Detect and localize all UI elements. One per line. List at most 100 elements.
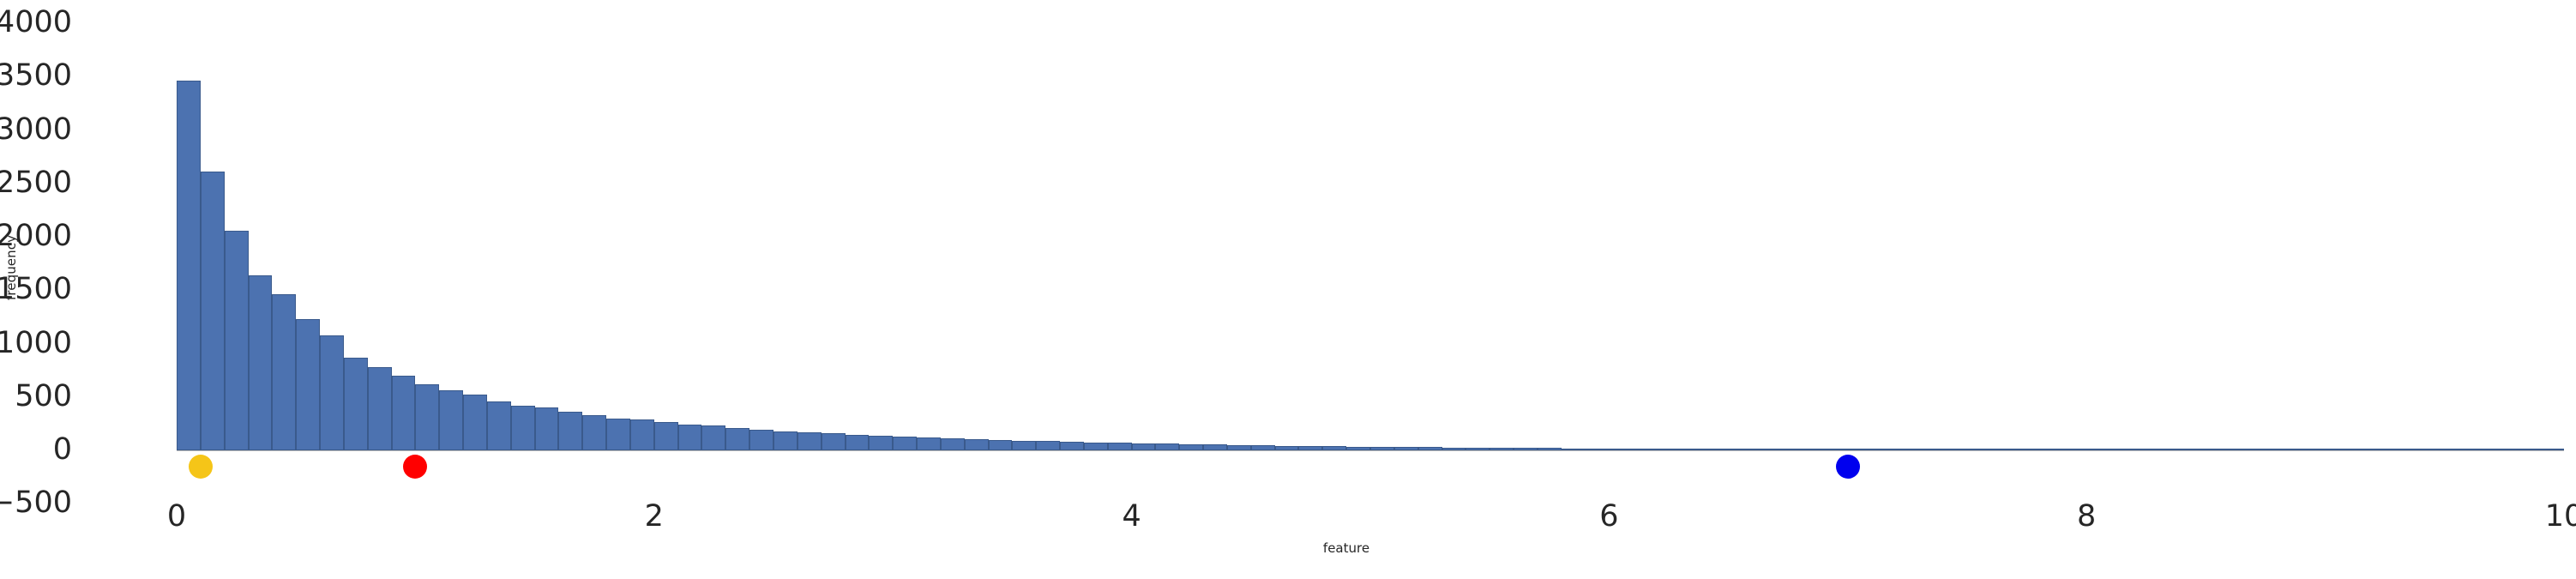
- histogram-bar: [1226, 444, 1251, 450]
- histogram-bar: [2254, 449, 2278, 450]
- x-tick-label: 10: [2544, 499, 2576, 534]
- histogram-bar: [653, 422, 678, 450]
- histogram-bar: [1441, 447, 1466, 450]
- histogram-bar: [296, 318, 321, 450]
- histogram-bar: [1585, 448, 1610, 450]
- histogram-bar: [869, 435, 894, 450]
- histogram-bar: [320, 335, 344, 450]
- histogram-bar: [725, 427, 750, 450]
- histogram-bar: [2492, 449, 2517, 450]
- histogram-bar: [1967, 449, 1991, 450]
- histogram-bar: [606, 418, 630, 450]
- histogram-bar: [1990, 449, 2015, 450]
- histogram-bar: [224, 230, 249, 450]
- histogram-bar: [2110, 449, 2134, 450]
- histogram-bar: [1346, 446, 1370, 450]
- y-tick-label: 500: [15, 378, 72, 413]
- histogram-bar: [1107, 443, 1132, 450]
- histogram-bar: [940, 438, 965, 450]
- histogram-bar: [2134, 449, 2158, 450]
- histogram-bar: [1633, 449, 1658, 450]
- histogram-bar: [2325, 449, 2350, 450]
- histogram-bar: [2230, 449, 2254, 450]
- yellow-marker: [188, 454, 213, 479]
- y-tick-label: 0: [52, 432, 72, 467]
- histogram-bar: [1895, 449, 1920, 450]
- histogram-bar: [1274, 445, 1299, 450]
- histogram-bar: [463, 395, 487, 450]
- x-axis-baseline: [177, 450, 2564, 451]
- histogram-bar: [272, 294, 297, 450]
- y-axis-label-text: frequency: [3, 234, 20, 300]
- histogram-bar: [1466, 447, 1490, 450]
- y-tick-label: 2500: [0, 165, 72, 200]
- histogram-bar: [2038, 449, 2063, 450]
- histogram-bar: [1823, 449, 1848, 450]
- histogram-bar: [1919, 449, 1944, 450]
- histogram-bar: [200, 172, 225, 450]
- histogram-bar: [893, 437, 918, 450]
- histogram-bar: [1012, 440, 1037, 450]
- histogram-bar: [2062, 449, 2087, 450]
- histogram-bar: [1657, 449, 1681, 450]
- histogram-bar: [1060, 442, 1084, 450]
- histogram-bar: [1131, 443, 1156, 450]
- plot-area: [177, 17, 2564, 479]
- histogram-bar: [988, 439, 1013, 450]
- histogram-bar: [486, 401, 511, 450]
- histogram-bar: [1298, 445, 1323, 450]
- histogram-bar: [391, 375, 416, 450]
- histogram-bar: [701, 425, 726, 450]
- histogram-bar: [2182, 449, 2206, 450]
- marker-overlay: [177, 17, 2564, 479]
- histogram-bar: [2468, 449, 2493, 450]
- histogram-bar: [248, 274, 273, 450]
- histogram-bar: [2349, 449, 2374, 450]
- x-axis-label: feature: [0, 540, 2576, 556]
- histogram-bar: [2540, 449, 2564, 450]
- histogram-bar: [1036, 441, 1061, 450]
- histogram-bar: [749, 429, 773, 450]
- histogram-bar: [1871, 449, 1896, 450]
- histogram-bar: [2516, 449, 2541, 450]
- histogram-bar: [773, 431, 797, 450]
- x-tick-label: 8: [2077, 499, 2097, 534]
- histogram-bar: [177, 81, 201, 450]
- histogram-bar: [2277, 449, 2302, 450]
- histogram-bar: [1728, 449, 1753, 450]
- histogram-bar: [534, 407, 559, 450]
- histogram-bar: [1609, 448, 1634, 450]
- histogram-bar: [2086, 449, 2111, 450]
- histogram-bar: [1322, 446, 1347, 450]
- histogram-bar: [1417, 447, 1442, 450]
- histogram-bar: [1155, 443, 1180, 450]
- histogram-bar: [845, 434, 870, 450]
- histogram-bar: [1680, 449, 1705, 450]
- histogram-bar: [1704, 449, 1729, 450]
- histogram-bar: [2373, 449, 2398, 450]
- histogram-bar: [2014, 449, 2039, 450]
- histogram-bar: [1800, 449, 1824, 450]
- histogram-bar: [1752, 449, 1777, 450]
- histogram-bar: [2397, 449, 2421, 450]
- histogram-bar: [1943, 449, 1967, 450]
- histogram-bar: [2420, 449, 2445, 450]
- histogram-bar: [1179, 443, 1204, 450]
- histogram-bar: [582, 414, 607, 450]
- histogram-bar: [1203, 444, 1227, 450]
- histogram-bar: [629, 419, 654, 450]
- histogram-bar: [1561, 448, 1586, 450]
- histogram-bar: [2301, 449, 2326, 450]
- histogram-bar: [1537, 448, 1562, 450]
- histogram-bar: [2158, 449, 2182, 450]
- y-tick-label: −500: [0, 486, 72, 521]
- y-tick-label: 2000: [0, 219, 72, 253]
- y-axis-label: frequency: [0, 0, 22, 579]
- histogram-bars: [177, 17, 2564, 463]
- x-tick-label: 2: [644, 499, 664, 534]
- histogram-bar: [964, 439, 989, 450]
- histogram-bar: [415, 383, 440, 450]
- histogram-bar: [367, 366, 392, 450]
- histogram-bar: [2444, 449, 2469, 450]
- histogram-bar: [2206, 449, 2230, 450]
